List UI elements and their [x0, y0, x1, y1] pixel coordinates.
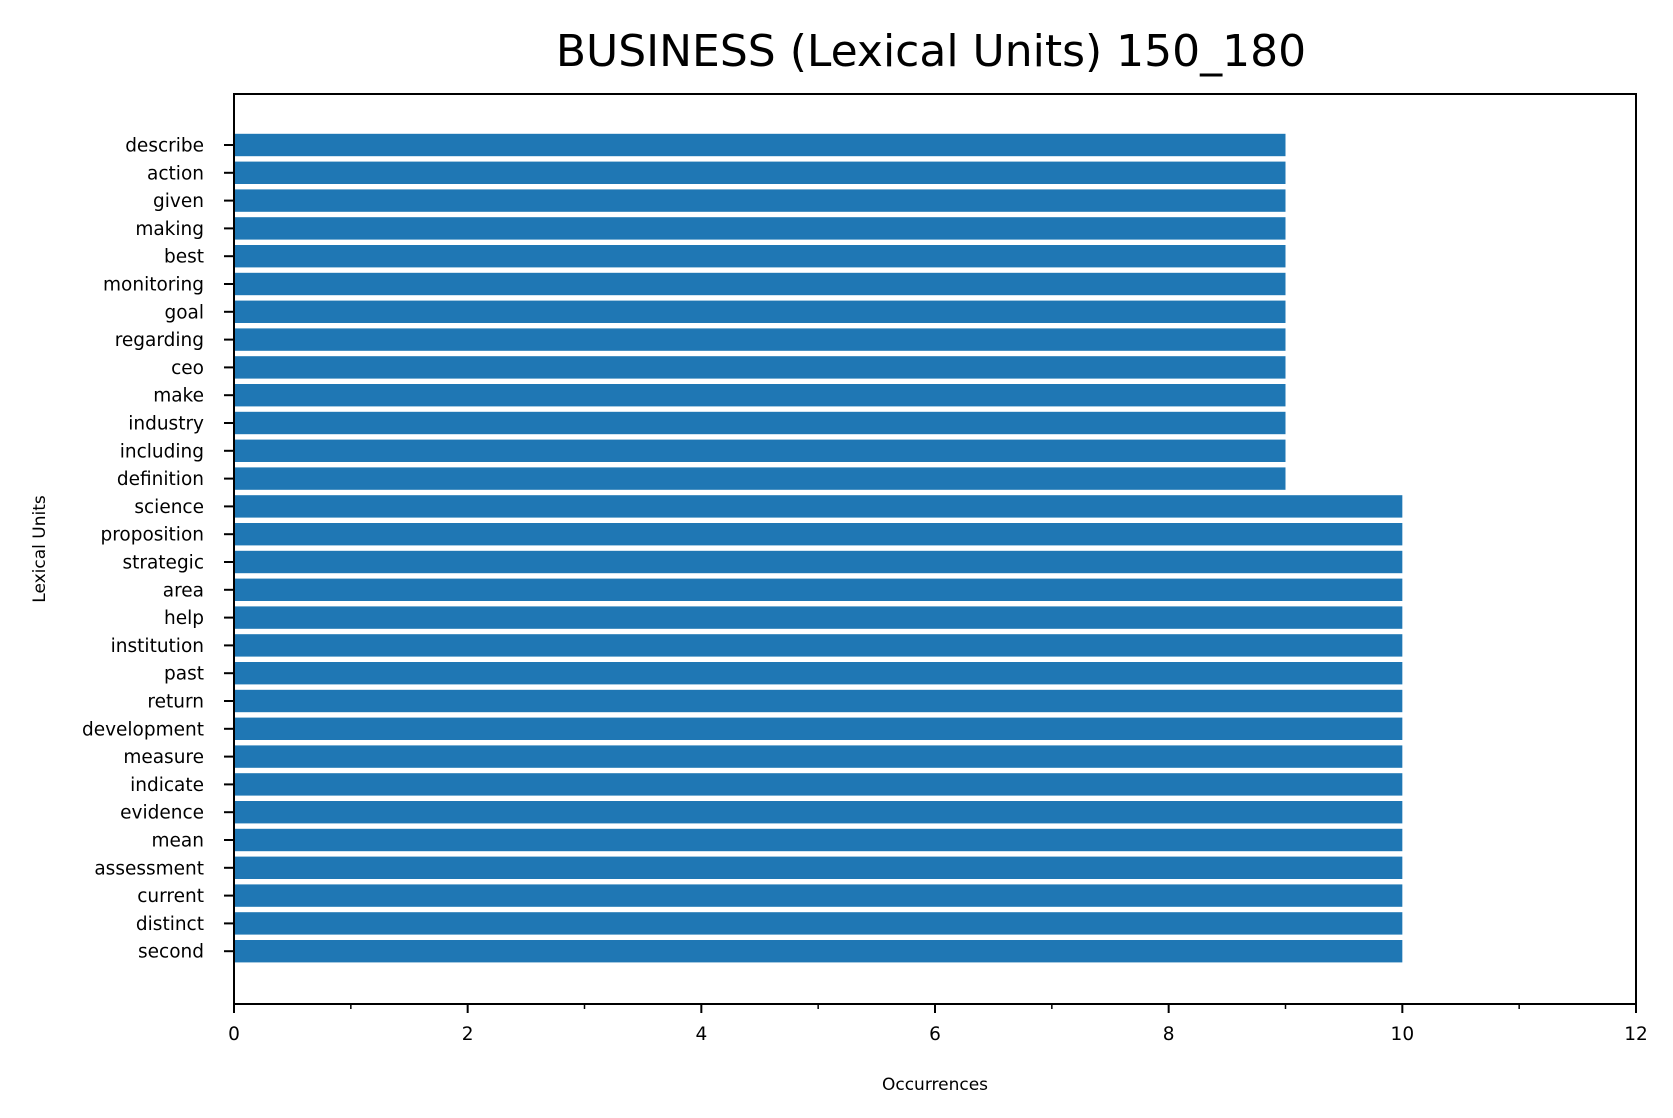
bar-action	[234, 161, 1286, 184]
y-tick-label: make	[153, 386, 204, 407]
y-tick-label: indicate	[130, 775, 204, 796]
y-tick-label: area	[163, 580, 204, 601]
bar-definition	[234, 467, 1286, 490]
bar-second	[234, 940, 1403, 963]
bar-area	[234, 578, 1403, 601]
y-tick-label: strategic	[122, 553, 204, 574]
bar-goal	[234, 300, 1286, 323]
y-tick-label: goal	[164, 302, 204, 323]
y-axis-label: Lexical Units	[30, 495, 50, 603]
bar-evidence	[234, 801, 1403, 824]
y-tick-label: definition	[117, 469, 204, 490]
bar-regarding	[234, 328, 1286, 351]
bar-making	[234, 217, 1286, 240]
bar-industry	[234, 411, 1286, 435]
y-tick-label: return	[147, 692, 204, 713]
y-tick-label: distinct	[136, 914, 204, 935]
x-tick-label: 10	[1391, 1024, 1415, 1045]
x-axis: 0 2 4 6 8 10 12	[228, 1004, 1648, 1045]
x-tick-label: 0	[228, 1024, 240, 1045]
bar-mean	[234, 828, 1403, 852]
y-tick-label: action	[147, 163, 204, 184]
bar-help	[234, 606, 1403, 629]
y-tick-label: past	[164, 664, 204, 685]
bar-strategic	[234, 550, 1403, 574]
x-axis-label: Occurrences	[882, 1075, 988, 1095]
bar-current	[234, 884, 1403, 907]
y-tick-label: given	[153, 191, 204, 212]
bar-assessment	[234, 856, 1403, 879]
bar-best	[234, 245, 1286, 268]
y-tick-label: monitoring	[103, 275, 204, 296]
y-tick-label: including	[120, 441, 204, 462]
y-tick-label: development	[82, 719, 204, 740]
bar-development	[234, 717, 1403, 740]
bar-past	[234, 662, 1403, 685]
x-tick-label: 8	[1163, 1024, 1175, 1045]
y-tick-label: evidence	[120, 803, 204, 824]
y-tick-label: help	[164, 608, 204, 629]
y-tick-label: industry	[128, 414, 204, 435]
y-tick-label: measure	[123, 747, 204, 768]
bar-return	[234, 689, 1403, 713]
y-tick-label: regarding	[115, 330, 204, 351]
x-tick-label: 12	[1624, 1024, 1648, 1045]
bar-science	[234, 495, 1403, 518]
x-tick-label: 6	[929, 1024, 941, 1045]
y-tick-label: best	[164, 247, 204, 268]
y-tick-label: science	[134, 497, 204, 518]
y-tick-label: proposition	[100, 525, 204, 546]
bar-monitoring	[234, 272, 1286, 296]
y-tick-label: ceo	[171, 358, 204, 379]
bar-make	[234, 384, 1286, 407]
bar-distinct	[234, 912, 1403, 935]
x-tick-label: 2	[462, 1024, 474, 1045]
y-tick-label: making	[135, 219, 204, 240]
chart-title: BUSINESS (Lexical Units) 150_180	[556, 26, 1306, 77]
y-axis: describe action given making best monitoring g…	[82, 136, 234, 963]
y-tick-label: mean	[152, 831, 204, 852]
y-tick-label: second	[138, 942, 204, 963]
bar-measure	[234, 745, 1403, 768]
bar-ceo	[234, 356, 1286, 379]
bar-given	[234, 189, 1286, 212]
bars-group	[234, 133, 1403, 963]
bar-describe	[234, 133, 1286, 157]
bar-including	[234, 439, 1286, 462]
y-tick-label: assessment	[94, 858, 204, 879]
bar-proposition	[234, 523, 1403, 546]
bar-institution	[234, 634, 1403, 657]
y-tick-label: current	[137, 886, 204, 907]
x-tick-label: 4	[695, 1024, 707, 1045]
y-tick-label: institution	[111, 636, 204, 657]
y-tick-label: describe	[125, 136, 204, 157]
bar-indicate	[234, 773, 1403, 796]
